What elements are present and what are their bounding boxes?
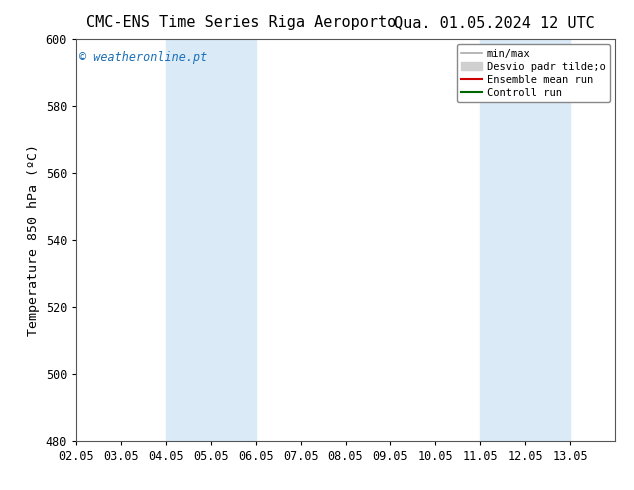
Text: © weatheronline.pt: © weatheronline.pt [79, 51, 207, 64]
Text: CMC-ENS Time Series Riga Aeroporto: CMC-ENS Time Series Riga Aeroporto [86, 15, 396, 30]
Bar [166, 39, 256, 441]
Y-axis label: Temperature 850 hPa (ºC): Temperature 850 hPa (ºC) [27, 144, 40, 336]
Bar [480, 39, 570, 441]
Legend: min/max, Desvio padr tilde;o, Ensemble mean run, Controll run: min/max, Desvio padr tilde;o, Ensemble m… [456, 45, 610, 102]
Text: Qua. 01.05.2024 12 UTC: Qua. 01.05.2024 12 UTC [394, 15, 595, 30]
